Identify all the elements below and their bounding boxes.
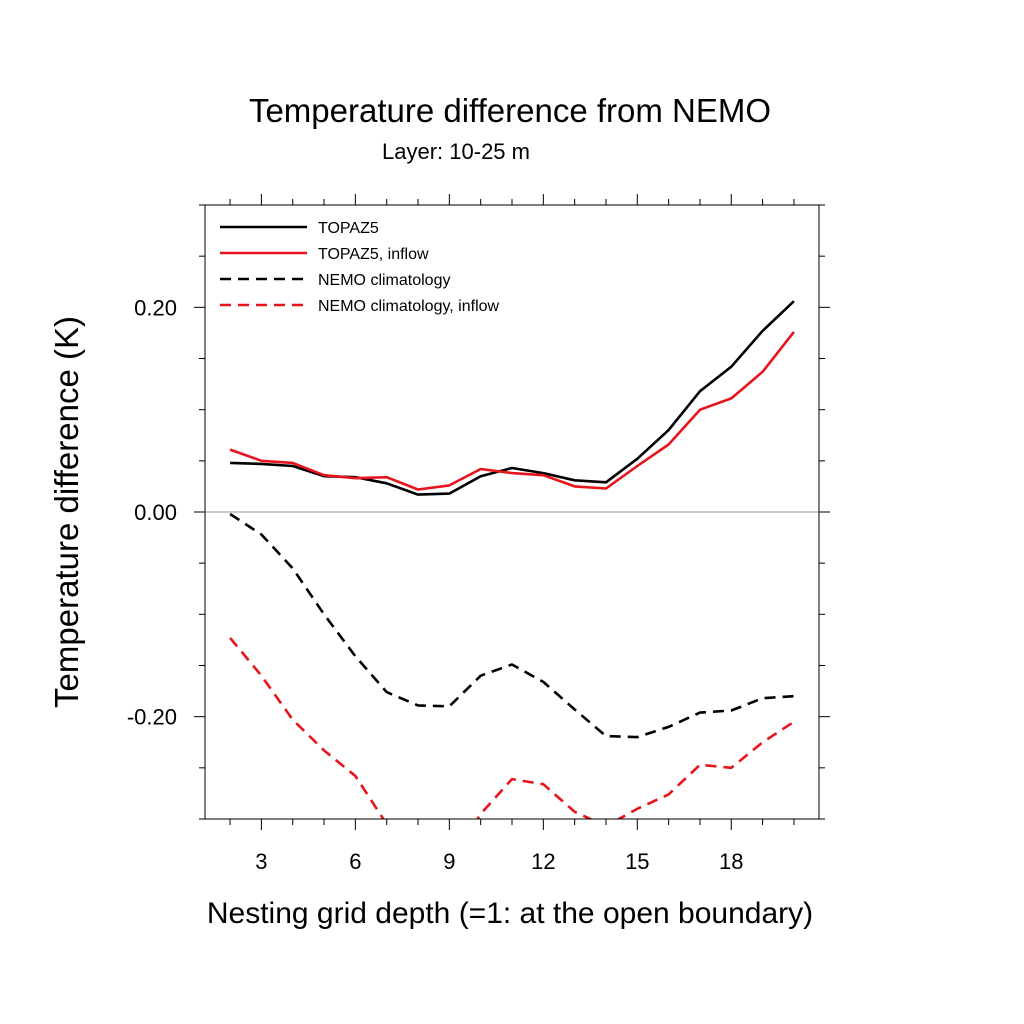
chart-title: Temperature difference from NEMO	[249, 92, 771, 129]
x-tick-label: 12	[531, 849, 555, 874]
x-tick-label: 15	[625, 849, 649, 874]
plot-frame	[204, 204, 820, 820]
legend-label: NEMO climatology, inflow	[318, 298, 500, 315]
series-line-3	[229, 512, 794, 739]
series-line-1	[230, 300, 795, 496]
legend-label: NEMO climatology	[318, 272, 450, 289]
series-line-4	[229, 637, 795, 819]
series-line-2	[229, 331, 795, 491]
x-tick-label: 3	[255, 849, 267, 874]
legend-label: TOPAZ5	[318, 220, 379, 237]
y-axis-label: Temperature difference (K)	[48, 316, 85, 708]
x-tick-label: 6	[349, 849, 361, 874]
y-tick-label: -0.20	[127, 705, 177, 730]
x-axis-label: Nesting grid depth (=1: at the open boun…	[207, 897, 813, 930]
series-layer	[229, 300, 795, 819]
chart-subtitle: Layer: 10-25 m	[382, 139, 530, 164]
x-tick-label: 9	[443, 849, 455, 874]
legend-label: TOPAZ5, inflow	[318, 246, 429, 263]
ticks-layer: 3 6 9 12 15 18 -0.20 0.00 0.20	[127, 194, 830, 874]
y-tick-label: 0.20	[134, 295, 177, 320]
y-tick-label: 0.00	[134, 500, 177, 525]
legend: TOPAZ5 TOPAZ5, inflow NEMO climatology NEMO…	[220, 220, 500, 315]
x-tick-label: 18	[719, 849, 743, 874]
